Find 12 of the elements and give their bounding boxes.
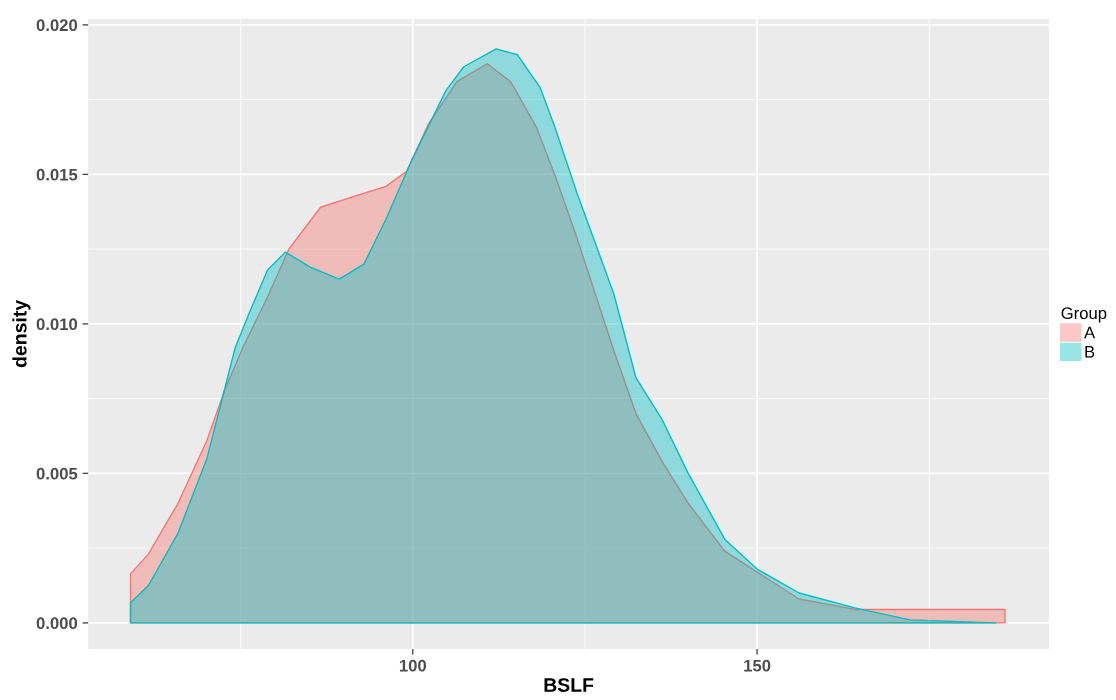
legend-label: A xyxy=(1084,326,1096,339)
x-axis-title: BSLF xyxy=(544,678,594,692)
legend-label: B xyxy=(1085,346,1095,358)
y-tick-label: 0.005 xyxy=(36,467,78,480)
legend-title: Group xyxy=(1061,307,1107,323)
y-tick-label: 0.020 xyxy=(36,19,78,32)
x-tick-label: 100 xyxy=(399,659,427,672)
x-tick-label: 150 xyxy=(744,659,771,672)
y-tick-label: 0.010 xyxy=(36,318,78,331)
y-tick-label: 0.000 xyxy=(36,617,78,630)
y-axis-title: density xyxy=(12,299,31,368)
y-tick-label: 0.015 xyxy=(36,168,78,181)
